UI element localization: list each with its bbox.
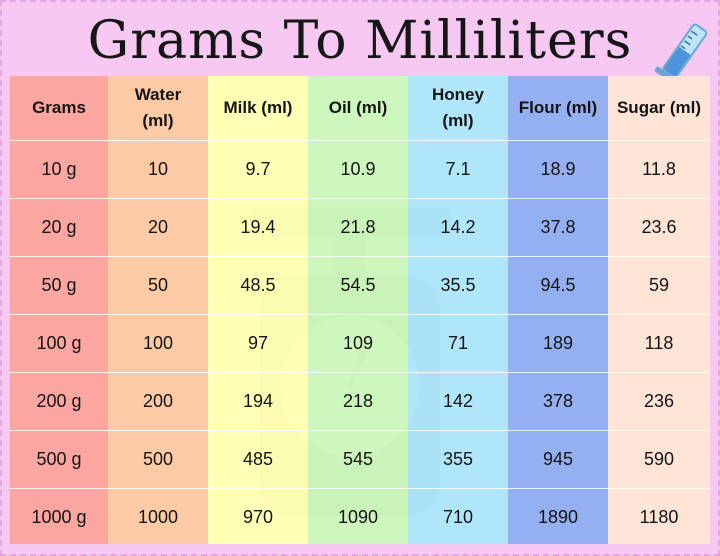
table-row: 10 g 10 9.7 10.9 7.1 18.9 11.8: [10, 140, 710, 199]
table-row: 50 g 50 48.5 54.5 35.5 94.5 59: [10, 256, 710, 315]
cell-flour: 945: [508, 430, 608, 489]
cell-grams: 1000 g: [10, 488, 108, 544]
cell-sugar: 590: [608, 430, 710, 489]
cell-water: 100: [108, 314, 208, 373]
cell-water: 500: [108, 430, 208, 489]
cell-sugar: 23.6: [608, 198, 710, 257]
table-row: 100 g 100 97 109 71 189 118: [10, 314, 710, 373]
cell-milk: 48.5: [208, 256, 308, 315]
cell-honey: 71: [408, 314, 508, 373]
cell-flour: 1890: [508, 488, 608, 544]
conversion-table-container: Grams Water (ml) Milk (ml) Oil (ml) Hone…: [10, 76, 710, 544]
table-row: 200 g 200 194 218 142 378 236: [10, 372, 710, 431]
cell-grams: 20 g: [10, 198, 108, 257]
cell-grams: 10 g: [10, 140, 108, 199]
cell-flour: 37.8: [508, 198, 608, 257]
header-oil: Oil (ml): [308, 76, 408, 141]
cell-flour: 94.5: [508, 256, 608, 315]
cell-sugar: 11.8: [608, 140, 710, 199]
header-grams: Grams: [10, 76, 108, 141]
page-title: Grams To Milliliters: [87, 11, 633, 71]
cell-sugar: 1180: [608, 488, 710, 544]
header-sugar: Sugar (ml): [608, 76, 710, 141]
cell-milk: 97: [208, 314, 308, 373]
cell-flour: 189: [508, 314, 608, 373]
cell-sugar: 118: [608, 314, 710, 373]
cell-milk: 9.7: [208, 140, 308, 199]
cell-water: 10: [108, 140, 208, 199]
header-honey: Honey (ml): [408, 76, 508, 141]
cell-milk: 194: [208, 372, 308, 431]
cell-water: 20: [108, 198, 208, 257]
cell-honey: 7.1: [408, 140, 508, 199]
cell-milk: 970: [208, 488, 308, 544]
cell-honey: 35.5: [408, 256, 508, 315]
conversion-table: Grams Water (ml) Milk (ml) Oil (ml) Hone…: [10, 76, 710, 544]
cell-honey: 14.2: [408, 198, 508, 257]
cell-oil: 218: [308, 372, 408, 431]
cell-honey: 355: [408, 430, 508, 489]
cell-honey: 710: [408, 488, 508, 544]
table-row: 1000 g 1000 970 1090 710 1890 1180: [10, 488, 710, 544]
cell-grams: 100 g: [10, 314, 108, 373]
table-row: 20 g 20 19.4 21.8 14.2 37.8 23.6: [10, 198, 710, 257]
cell-water: 200: [108, 372, 208, 431]
header-milk: Milk (ml): [208, 76, 308, 141]
cell-oil: 109: [308, 314, 408, 373]
cell-oil: 54.5: [308, 256, 408, 315]
cell-oil: 21.8: [308, 198, 408, 257]
cell-water: 1000: [108, 488, 208, 544]
cell-flour: 378: [508, 372, 608, 431]
cell-grams: 50 g: [10, 256, 108, 315]
header-row: Grams Water (ml) Milk (ml) Oil (ml) Hone…: [10, 76, 710, 141]
cell-sugar: 236: [608, 372, 710, 431]
cell-oil: 545: [308, 430, 408, 489]
cell-flour: 18.9: [508, 140, 608, 199]
cell-grams: 200 g: [10, 372, 108, 431]
cell-milk: 19.4: [208, 198, 308, 257]
cell-sugar: 59: [608, 256, 710, 315]
cell-honey: 142: [408, 372, 508, 431]
cell-oil: 10.9: [308, 140, 408, 199]
header-water: Water (ml): [108, 76, 208, 141]
cell-grams: 500 g: [10, 430, 108, 489]
cell-oil: 1090: [308, 488, 408, 544]
table-row: 500 g 500 485 545 355 945 590: [10, 430, 710, 489]
cell-water: 50: [108, 256, 208, 315]
header-flour: Flour (ml): [508, 76, 608, 141]
cell-milk: 485: [208, 430, 308, 489]
